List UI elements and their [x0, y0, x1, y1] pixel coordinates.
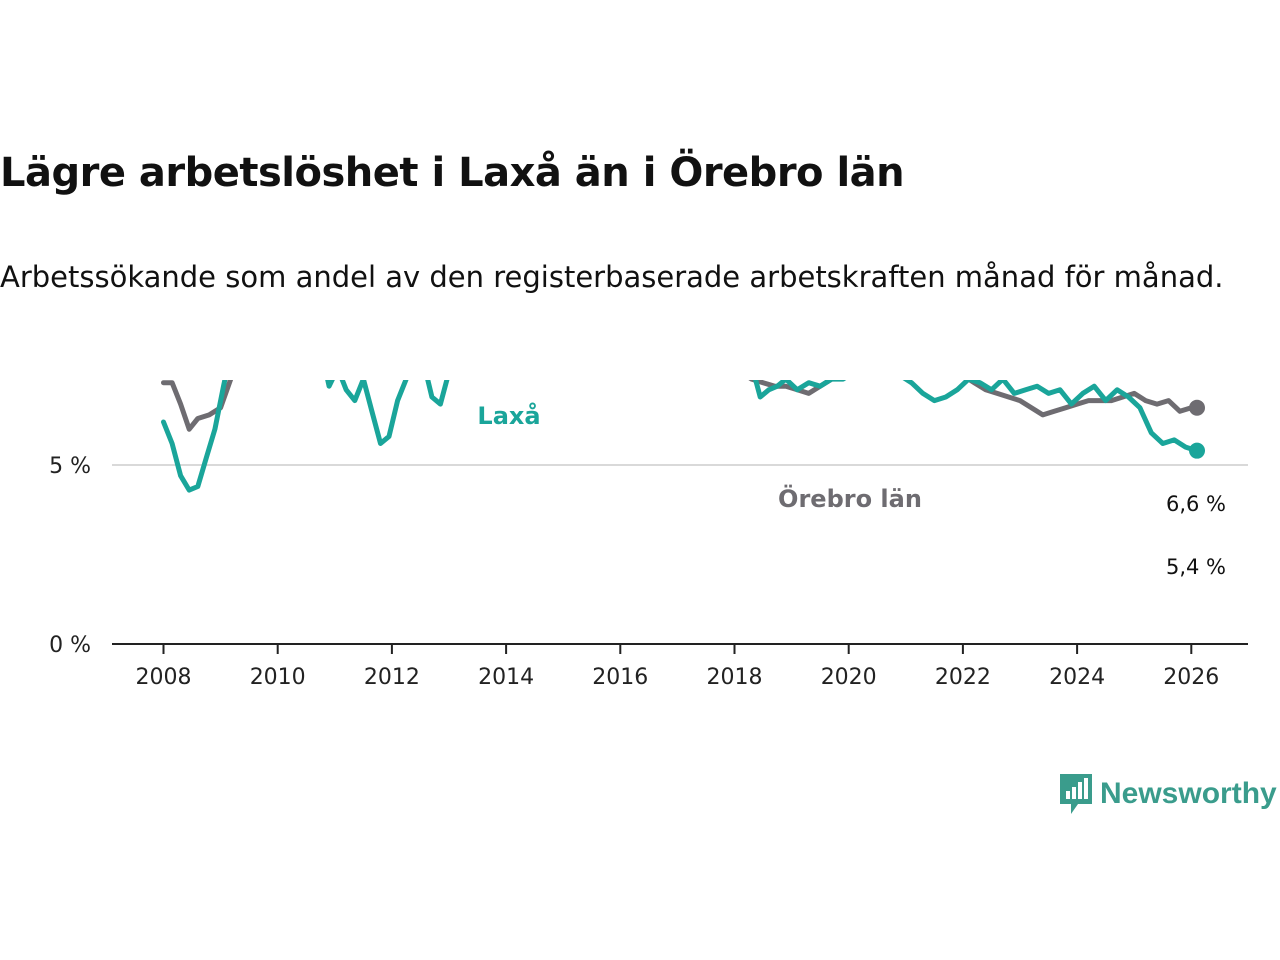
y-tick-label: 5 %	[49, 454, 91, 479]
x-tick-label: 2026	[1163, 665, 1219, 690]
x-tick-label: 2010	[250, 665, 306, 690]
series-labels: Laxå Örebro län 6,6 % 5,4 %	[474, 398, 1228, 582]
y-axis-ticks: 0 %5 %10 %	[49, 454, 91, 658]
x-axis-ticks: 2008 2010 2012 2014 2016 2018 2020 2022 2024 2026	[136, 644, 1219, 690]
x-tick-label: 2024	[1049, 665, 1105, 690]
gridlines	[112, 464, 1248, 466]
newsworthy-logo: Newsworthy	[1058, 772, 1277, 816]
end-label-laxa: 5,4 %	[1166, 555, 1226, 579]
series-lines	[161, 380, 1206, 493]
x-tick-label: 2020	[821, 665, 877, 690]
series-label-orebro: Örebro län	[778, 483, 922, 513]
series-label-laxa: Laxå	[477, 401, 540, 430]
x-tick-label: 2014	[478, 665, 534, 690]
chart-subtitle: Arbetssökande som andel av den registerb…	[0, 260, 1224, 294]
line-chart: 0 %5 %10 % 20082010201220142016201820202…	[49, 380, 1248, 690]
x-tick-label: 2008	[136, 665, 192, 690]
chart-title: Lägre arbetslöshet i Laxå än i Örebro lä…	[0, 150, 905, 196]
series-line-laxa	[161, 380, 1200, 493]
series-line-orebro	[161, 380, 1200, 432]
end-point-laxa	[1189, 442, 1206, 459]
end-label-orebro: 6,6 %	[1166, 492, 1226, 516]
end-point-orebro	[1189, 399, 1206, 416]
x-tick-label: 2012	[364, 665, 420, 690]
newsworthy-logo-icon	[1060, 774, 1092, 814]
brand-name: Newsworthy	[1100, 777, 1277, 810]
x-tick-label: 2022	[935, 665, 991, 690]
y-tick-label: 0 %	[49, 633, 91, 658]
x-tick-label: 2018	[707, 665, 763, 690]
x-tick-label: 2016	[592, 665, 648, 690]
